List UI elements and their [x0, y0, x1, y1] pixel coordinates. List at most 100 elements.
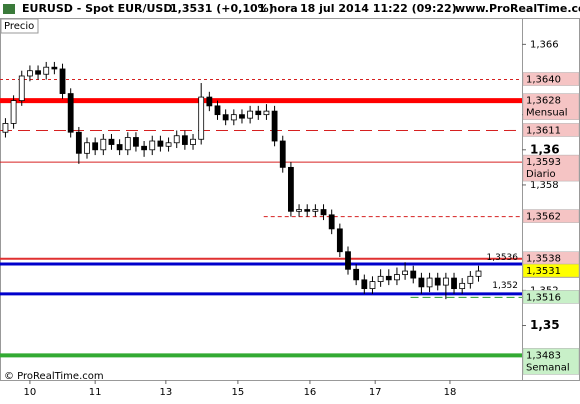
candle-body	[116, 144, 123, 151]
candle-body	[206, 96, 213, 107]
x-tick-label: 17	[369, 387, 382, 398]
candle-body	[149, 140, 156, 151]
candle-body	[92, 142, 99, 151]
level-label: 1,3538	[526, 254, 561, 265]
level-box	[522, 290, 580, 304]
level-label: 1,3628	[526, 96, 561, 107]
y-tick-label: 1,358	[530, 180, 559, 191]
candle-body	[27, 70, 33, 77]
candle-body	[165, 142, 172, 147]
y-tick-label: 1,36	[530, 142, 560, 156]
logo-icon	[3, 4, 15, 14]
candle-body	[467, 275, 474, 284]
y-tick-label: 1,366	[530, 39, 559, 50]
candle-body	[10, 100, 17, 124]
candle-body	[190, 138, 196, 145]
annotation: 1,3536	[487, 253, 519, 263]
candle-body	[336, 228, 343, 253]
panel-label-box	[0, 18, 39, 34]
candle-body	[426, 277, 433, 288]
candle-body	[230, 114, 237, 121]
level-tag: Semanal	[526, 362, 570, 373]
candle-body	[271, 110, 278, 142]
candle-body	[255, 110, 262, 116]
candle-body	[328, 214, 335, 230]
annotation: 1,352	[492, 281, 518, 291]
candle-body	[214, 105, 221, 116]
level-box	[522, 93, 580, 120]
candle-body	[133, 137, 139, 147]
level-tag: Diario	[526, 169, 556, 180]
y-tick-label: 1,35	[530, 318, 560, 332]
panel-label: Precio	[4, 21, 34, 32]
candle-body	[377, 275, 384, 282]
candle-body	[385, 275, 392, 281]
candle-body	[67, 93, 74, 133]
level-label: 1,3531	[526, 266, 561, 277]
candle-body	[141, 145, 147, 151]
site: www.ProRealTime.com	[455, 2, 580, 15]
candle-body	[157, 140, 164, 147]
level-box	[522, 154, 580, 182]
level-label: 1,3562	[526, 212, 561, 223]
level-label: 1,3611	[526, 125, 561, 136]
candle-body	[247, 110, 254, 119]
candle-body	[198, 96, 205, 140]
footer: © ProRealTime.com	[4, 371, 104, 382]
candle-body	[51, 66, 58, 70]
candle-body	[442, 277, 449, 286]
candle-body	[43, 66, 50, 75]
level-label: 1,3516	[526, 292, 561, 303]
datetime: 18 jul 2014 11:22 (09:22)	[300, 2, 457, 15]
candle-body	[402, 270, 408, 275]
level-box	[522, 348, 580, 375]
level-box	[522, 72, 580, 86]
candle-body	[312, 209, 319, 212]
candle-body	[394, 274, 400, 281]
candle-body	[459, 282, 466, 290]
interval: 1 hora	[258, 2, 298, 15]
candle-body	[239, 114, 245, 119]
candle-body	[434, 277, 441, 286]
level-box	[522, 123, 580, 137]
candle-body	[418, 277, 425, 288]
candle-body	[353, 268, 360, 281]
candle-body	[263, 110, 270, 116]
candle-body	[59, 68, 66, 94]
level-label: 1,3593	[526, 157, 561, 168]
quote: 1,3531 (+0,10%)	[170, 2, 274, 15]
candle-body	[18, 75, 25, 101]
candle-body	[451, 277, 457, 290]
x-tick-label: 10	[24, 387, 37, 398]
x-tick-label: 16	[304, 387, 317, 398]
level-box	[522, 263, 580, 278]
level-box	[522, 209, 580, 223]
candle-body	[100, 138, 107, 151]
x-tick-label: 13	[159, 387, 172, 398]
candle-body	[345, 251, 351, 270]
candle-body	[361, 279, 368, 290]
x-tick-label: 18	[444, 387, 457, 398]
level-label: 1,3483	[526, 350, 561, 361]
candle-body	[124, 137, 131, 151]
candle-body	[84, 142, 90, 154]
level-tag: Mensual	[526, 108, 568, 119]
x-tick-label: 15	[232, 387, 245, 398]
candle-body	[2, 123, 9, 133]
candle-body	[279, 140, 286, 168]
level-label: 1,3640	[526, 75, 561, 86]
x-tick-label: 11	[89, 387, 102, 398]
candle-body	[108, 138, 115, 145]
candle-body	[288, 166, 294, 212]
candle-body	[304, 209, 311, 212]
candle-body	[173, 135, 180, 144]
header-bar	[0, 0, 580, 18]
candle-body	[410, 270, 417, 279]
candle-body	[475, 270, 482, 277]
candle-body	[35, 70, 41, 75]
symbol: EURUSD - Spot EUR/USD	[22, 2, 173, 15]
candle-body	[369, 281, 376, 290]
candle-body	[75, 131, 82, 154]
